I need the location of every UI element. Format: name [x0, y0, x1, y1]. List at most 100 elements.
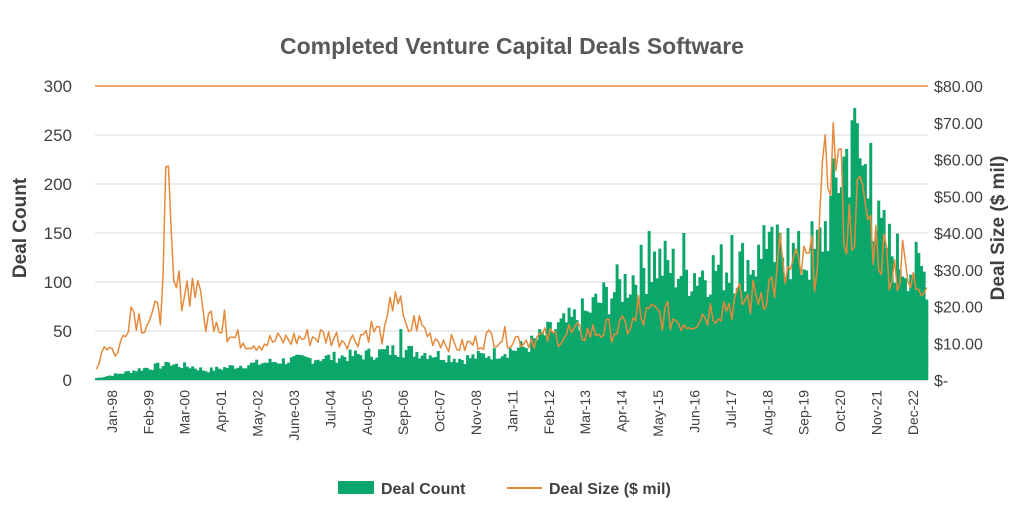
deal-count-bar [653, 251, 656, 380]
deal-count-bar [540, 332, 544, 380]
deal-count-bar [789, 279, 793, 380]
deal-count-bar [655, 278, 659, 380]
deal-count-bar [225, 367, 229, 380]
deal-count-bar [725, 272, 729, 380]
deal-count-bar [388, 354, 392, 380]
deal-count-bar [882, 210, 886, 380]
deal-count-bar [116, 373, 120, 380]
deal-count-bar [252, 362, 256, 380]
deal-count-bar [783, 280, 787, 380]
deal-count-bar [103, 376, 106, 380]
deal-count-bar [604, 286, 608, 380]
deal-count-bar [300, 355, 304, 380]
x-tick-label: Nov-08 [468, 390, 484, 435]
y-left-tick-label: 50 [53, 322, 72, 341]
deal-count-bar [239, 365, 243, 380]
y-right-tick-label: $- [934, 373, 948, 390]
deal-count-bar [623, 274, 627, 380]
deal-count-bar [466, 355, 470, 380]
deal-count-bar [263, 362, 267, 380]
deal-count-bar [612, 292, 616, 380]
deal-count-bar [869, 142, 873, 380]
deal-count-bar [321, 359, 325, 380]
deal-count-bar [818, 227, 822, 380]
x-tick-label: Oct-20 [832, 390, 848, 432]
deal-count-bar [546, 321, 550, 380]
deal-count-bar [810, 221, 814, 380]
deal-count-bar [386, 345, 389, 380]
gridlines [95, 85, 928, 381]
deal-count-bar [666, 260, 670, 380]
deal-count-bar [490, 359, 494, 380]
deal-count-bar [484, 357, 488, 380]
deal-count-bar [361, 359, 365, 380]
deal-count-bar [500, 356, 504, 380]
deal-count-bar [119, 373, 122, 380]
deal-count-bar [564, 322, 568, 380]
deal-count-bar [709, 294, 713, 380]
deal-count-bar [113, 373, 117, 380]
deal-count-bar [674, 287, 678, 380]
deal-count-bar [765, 248, 769, 380]
y-right-tick-label: $70.00 [934, 116, 983, 133]
deal-count-bar [914, 241, 918, 380]
deal-count-bar [925, 299, 929, 380]
chart-title: Completed Venture Capital Deals Software [280, 33, 744, 59]
deal-count-bar [151, 369, 155, 380]
deal-count-bar [594, 293, 598, 380]
deal-count-bar [797, 231, 801, 380]
deal-count-bar [524, 348, 528, 380]
deal-count-bar [516, 347, 520, 380]
deal-count-bar [562, 313, 566, 380]
deal-count-bar [791, 242, 795, 380]
deal-count-bar [901, 276, 905, 380]
deal-count-bar [167, 362, 171, 380]
deal-count-bar [628, 294, 632, 380]
deal-count-bar [735, 287, 739, 380]
deal-count-bar [471, 354, 475, 380]
deal-count-bar [295, 354, 299, 380]
deal-count-bar [249, 362, 253, 380]
deal-count-bar [255, 359, 259, 380]
deal-count-bar [412, 356, 416, 380]
y-right-tick-label: $80.00 [934, 79, 983, 96]
y-right-tick-label: $40.00 [934, 226, 983, 243]
deal-count-bar [372, 359, 376, 380]
deal-count-bar [615, 264, 619, 380]
deal-count-bar [759, 258, 763, 380]
deal-count-bar [895, 233, 899, 380]
deal-count-bar [519, 341, 523, 380]
deal-count-bar [575, 320, 579, 380]
deal-count-bar [185, 366, 189, 380]
deal-count-bar [727, 282, 731, 380]
deal-count-bar [695, 285, 699, 380]
x-tick-label: Feb-99 [140, 390, 156, 435]
deal-count-bar [572, 309, 576, 380]
deal-count-bar [837, 193, 841, 380]
deal-count-bar [706, 296, 710, 380]
x-tick-label: Mar-13 [577, 390, 593, 435]
deal-count-bar [129, 373, 133, 380]
deal-count-bar [522, 346, 526, 380]
deal-count-bar [399, 329, 403, 380]
deal-count-bar [746, 259, 750, 380]
deal-count-bar [420, 355, 424, 380]
deal-count-bar [503, 354, 507, 380]
deal-count-bar [177, 366, 181, 380]
deal-count-bar [271, 362, 275, 380]
deal-count-bar [826, 250, 830, 380]
deal-count-bar [554, 329, 558, 380]
deal-count-bar [834, 177, 838, 380]
deal-count-bar [193, 368, 197, 380]
x-tick-label: Aug-18 [759, 390, 775, 435]
deal-count-bar [332, 351, 336, 380]
deal-count-bar [532, 338, 536, 380]
deal-count-bar [682, 233, 686, 380]
deal-count-bar [887, 223, 891, 380]
y-left-tick-label: 0 [63, 371, 72, 390]
x-axis-ticks: Jan-98 Feb-99 Mar-00 Apr-01 May-02 June-03 Jul… [104, 390, 921, 441]
deal-count-bar [730, 234, 734, 380]
deal-count-bar [223, 367, 227, 380]
x-tick-label: Jul-17 [723, 390, 739, 428]
